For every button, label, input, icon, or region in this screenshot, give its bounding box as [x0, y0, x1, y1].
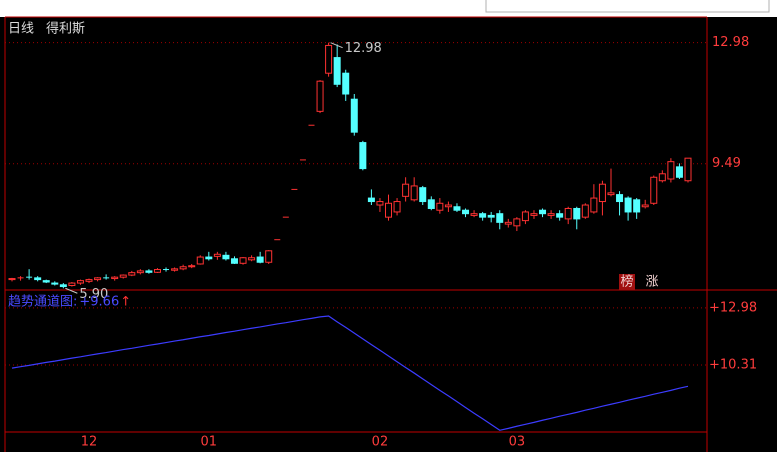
candle-body [385, 202, 393, 218]
candle-body [239, 257, 247, 264]
candle-body [667, 161, 675, 180]
candle-body [650, 176, 658, 204]
candle-body [248, 257, 256, 261]
candle-body [513, 218, 521, 227]
candle-body [342, 72, 350, 95]
candle-body [171, 268, 179, 271]
indicator-value: +9.66 [79, 295, 119, 310]
candle-body [325, 44, 333, 74]
candle-body [76, 280, 84, 284]
candle-body [607, 192, 615, 196]
candle-body [410, 185, 418, 201]
indicator-arrow: ↑ [120, 295, 131, 310]
indicator-title: 趋势通道图: [8, 294, 77, 310]
candle-body [42, 280, 50, 283]
candle-body [496, 213, 504, 223]
candle-body [616, 194, 624, 203]
candle-body [658, 173, 666, 182]
candle-body [111, 276, 119, 280]
x-tick-label: 12 [81, 435, 98, 450]
candle-body [34, 277, 42, 281]
candle-body [598, 183, 606, 203]
candle-body [8, 278, 16, 281]
badge-bg [619, 274, 635, 290]
candle-body [521, 211, 529, 222]
candle-body [153, 269, 161, 273]
candle-body [479, 213, 487, 218]
candle-body [316, 80, 324, 112]
candle-body [462, 209, 470, 215]
period: 日线 [8, 22, 34, 37]
candle-body [436, 202, 444, 211]
annotation: 5.90 [79, 287, 108, 302]
candle-body [85, 279, 93, 282]
candle-body [402, 183, 410, 197]
annotation-pointer [65, 287, 78, 294]
candle-body [196, 256, 204, 265]
candle-body [350, 98, 358, 133]
candle-body [444, 204, 452, 208]
candle-body [256, 256, 264, 263]
annotation-pointer [330, 42, 343, 49]
candle-body [376, 201, 384, 206]
candle-body [128, 272, 136, 276]
candle-body [470, 213, 478, 216]
candle-body [68, 282, 76, 286]
candle-body [145, 270, 153, 273]
y-tick-label: 9.49 [712, 156, 741, 171]
badge: 涨 [645, 275, 658, 290]
candle-body [119, 274, 127, 278]
candle-body [419, 187, 427, 203]
badge: 榜 [620, 274, 633, 290]
candle-body [453, 206, 461, 211]
candle-body [427, 199, 435, 209]
candle-body [94, 277, 102, 281]
annotation: 12.98 [345, 41, 382, 56]
y-tick-label: 12.98 [712, 35, 749, 50]
candle-body [590, 197, 598, 213]
candle-body [573, 207, 581, 220]
x-tick-label: 03 [509, 435, 526, 450]
candle-body [539, 209, 547, 215]
candle-body [205, 256, 213, 260]
candle-body [641, 204, 649, 208]
chart-background [0, 17, 777, 452]
candle-body [624, 197, 632, 213]
candle-body [188, 265, 196, 268]
candle-body [487, 214, 495, 218]
candle-body [333, 57, 341, 85]
candle-body [633, 199, 641, 213]
candle-body [213, 253, 221, 257]
y-tick-label: +10.31 [709, 357, 757, 372]
stock-name: 得利斯 [46, 21, 85, 37]
candle-body [684, 157, 692, 182]
candle-body [581, 204, 589, 218]
candle-body [547, 213, 555, 216]
candle-body [504, 221, 512, 225]
candle-body [556, 213, 564, 218]
candle-body [179, 266, 187, 270]
y-tick-label: +12.98 [709, 300, 757, 315]
candle-body [367, 197, 375, 203]
x-tick-label: 01 [201, 435, 218, 450]
candle-body [222, 254, 230, 260]
x-tick-label: 02 [372, 435, 389, 450]
candle-body [359, 142, 367, 170]
candle-body [136, 270, 144, 274]
candle-body [393, 201, 401, 213]
candle-body [530, 213, 538, 216]
search-box[interactable] [485, 0, 770, 13]
candle-body [59, 284, 67, 288]
candle-body [564, 207, 572, 220]
candle-body [51, 282, 59, 285]
candle-body [230, 258, 238, 264]
candle-body [265, 250, 273, 263]
candle-body [675, 166, 683, 178]
trend-line [11, 315, 689, 431]
